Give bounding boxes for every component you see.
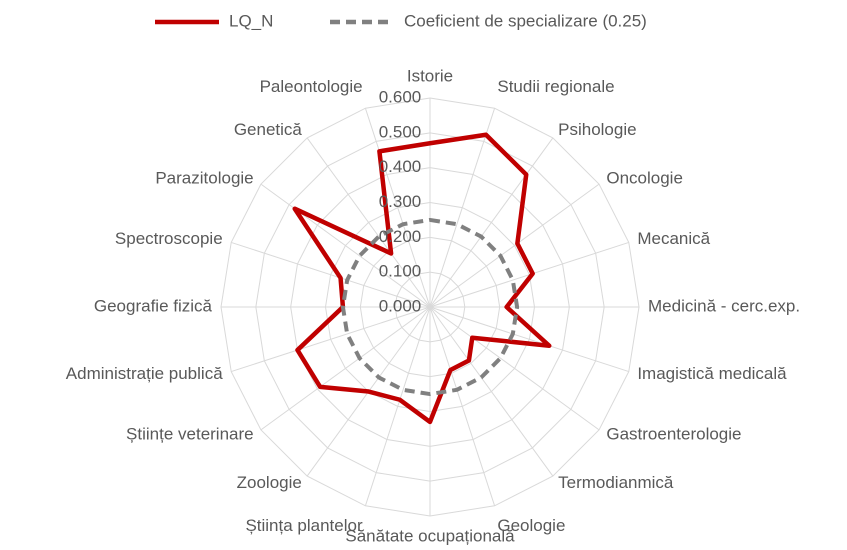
spoke <box>429 183 600 308</box>
category-label: Parazitologie <box>155 168 253 187</box>
spoke <box>260 183 431 308</box>
spoke <box>429 108 496 308</box>
category-label: Mecanică <box>637 229 710 248</box>
legend-label: LQ_N <box>229 11 273 30</box>
category-label: Științe veterinare <box>126 425 254 444</box>
spoke <box>364 306 431 506</box>
spoke <box>429 306 554 477</box>
category-label: Paleontologie <box>260 77 363 96</box>
category-label: Administrație publică <box>66 364 223 383</box>
category-label: Medicină - cerc.exp. <box>648 296 800 315</box>
category-label: Spectroscopie <box>115 229 223 248</box>
category-label: Știința plantelor <box>245 516 363 535</box>
axis-tick-label: 0.000 <box>379 296 422 315</box>
category-label: Studii regionale <box>497 77 614 96</box>
category-label: Zoologie <box>237 473 302 492</box>
legend-label: Coeficient de specializare (0.25) <box>404 11 647 30</box>
category-label: Istorie <box>407 66 453 85</box>
category-label: Geografie fizică <box>94 296 213 315</box>
spoke <box>429 137 554 308</box>
spoke <box>231 306 431 373</box>
spoke <box>429 306 496 506</box>
spoke <box>429 306 600 431</box>
axis-tick-label: 0.200 <box>379 227 422 246</box>
axis-tick-label: 0.500 <box>379 122 422 141</box>
category-label: Termodianmică <box>558 473 674 492</box>
axis-tick-label: 0.600 <box>379 87 422 106</box>
axis-tick-label: 0.100 <box>379 262 422 281</box>
spoke <box>306 137 431 308</box>
axis-tick-label: 0.300 <box>379 192 422 211</box>
series-line <box>340 217 520 397</box>
spoke <box>364 108 431 308</box>
spoke <box>231 241 431 308</box>
spoke <box>260 306 431 431</box>
axis-tick-label: 0.400 <box>379 157 422 176</box>
category-label: Genetică <box>234 120 303 139</box>
category-label: Gastroenterologie <box>606 425 741 444</box>
category-label: Geologie <box>497 516 565 535</box>
category-label: Sănătate ocupațională <box>345 526 515 545</box>
spoke <box>429 306 629 373</box>
series-line <box>292 132 552 425</box>
category-label: Imagistică medicală <box>637 364 787 383</box>
category-label: Oncologie <box>606 168 683 187</box>
category-label: Psihologie <box>558 120 636 139</box>
